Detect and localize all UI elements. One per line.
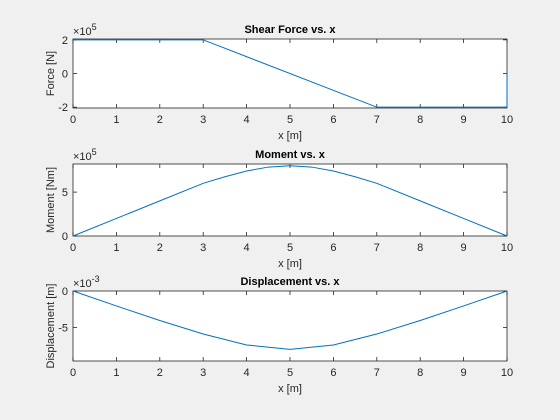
x-tick-label: 4 — [244, 114, 250, 126]
x-tick-label: 9 — [461, 242, 467, 254]
y-tick-label: -5 — [58, 322, 68, 334]
x-tick-label: 3 — [200, 242, 206, 254]
exponent-power: 5 — [92, 22, 97, 32]
exponent-base: ×10 — [73, 26, 92, 38]
x-tick-label: 6 — [330, 114, 336, 126]
chart-title: Shear Force vs. x — [244, 24, 336, 36]
y-axis-label: Displacement [m] — [45, 284, 57, 369]
x-tick-label: 10 — [501, 114, 513, 126]
x-tick-label: 6 — [330, 242, 336, 254]
y-axis-label: Force [N] — [45, 51, 57, 96]
x-tick-label: 6 — [330, 367, 336, 379]
y-exponent-label: ×10-3 — [73, 274, 100, 290]
chart-title: Moment vs. x — [255, 149, 326, 161]
exponent-base: ×10 — [73, 151, 92, 163]
x-tick-label: 10 — [501, 242, 513, 254]
x-tick-label: 9 — [461, 114, 467, 126]
x-tick-label: 8 — [417, 114, 423, 126]
x-tick-label: 8 — [417, 242, 423, 254]
subplot-3: 0 1 2 3 4 5 6 7 8 9 10 -5 0 ×10-3 Displacement vs. x x … — [45, 274, 513, 395]
chart-title: Displacement vs. x — [240, 276, 340, 288]
x-tick-label: 3 — [200, 367, 206, 379]
y-tick-label: 5 — [62, 187, 68, 199]
x-tick-label: 5 — [287, 114, 293, 126]
x-tick-label: 1 — [113, 114, 119, 126]
x-tick-label: 7 — [374, 114, 380, 126]
x-tick-label: 3 — [200, 114, 206, 126]
x-tick-label: 1 — [113, 367, 119, 379]
x-tick-label: 0 — [70, 242, 76, 254]
y-tick-label: 0 — [62, 286, 68, 298]
x-tick-label: 7 — [374, 242, 380, 254]
plot-area — [72, 163, 508, 237]
exponent-power: -3 — [92, 274, 100, 284]
series-line — [73, 39, 508, 108]
x-axis-label: x [m] — [278, 258, 302, 270]
x-tick-label: 7 — [374, 367, 380, 379]
plot-area — [72, 290, 508, 362]
y-exponent-label: ×105 — [73, 22, 97, 38]
y-exponent-label: ×105 — [73, 147, 97, 163]
x-tick-label: 0 — [70, 367, 76, 379]
x-tick-label: 1 — [113, 242, 119, 254]
x-axis-label: x [m] — [278, 130, 302, 142]
x-tick-label: 2 — [157, 367, 163, 379]
x-tick-label: 5 — [287, 242, 293, 254]
exponent-power: 5 — [92, 147, 97, 157]
subplot-1: 0 1 2 3 4 5 6 7 8 9 10-202×105 Shear Force vs. xx [… — [45, 22, 513, 142]
series-line — [72, 165, 508, 237]
x-tick-label: 2 — [157, 242, 163, 254]
x-tick-label: 2 — [157, 114, 163, 126]
x-tick-label: 8 — [417, 367, 423, 379]
x-tick-label: 4 — [244, 367, 250, 379]
series-line — [72, 290, 508, 350]
x-tick-label: 0 — [70, 114, 76, 126]
x-tick-label: 9 — [461, 367, 467, 379]
x-tick-label: 10 — [501, 367, 513, 379]
y-tick-label: -2 — [58, 102, 68, 114]
x-axis-label: x [m] — [278, 383, 302, 395]
y-axis-label: Moment [Nm] — [45, 167, 57, 233]
y-tick-label: 0 — [62, 69, 68, 81]
y-tick-label: 0 — [62, 231, 68, 243]
exponent-base: ×10 — [73, 278, 92, 290]
x-tick-label: 5 — [287, 367, 293, 379]
y-tick-label: 2 — [62, 35, 68, 47]
x-tick-label: 4 — [244, 242, 250, 254]
